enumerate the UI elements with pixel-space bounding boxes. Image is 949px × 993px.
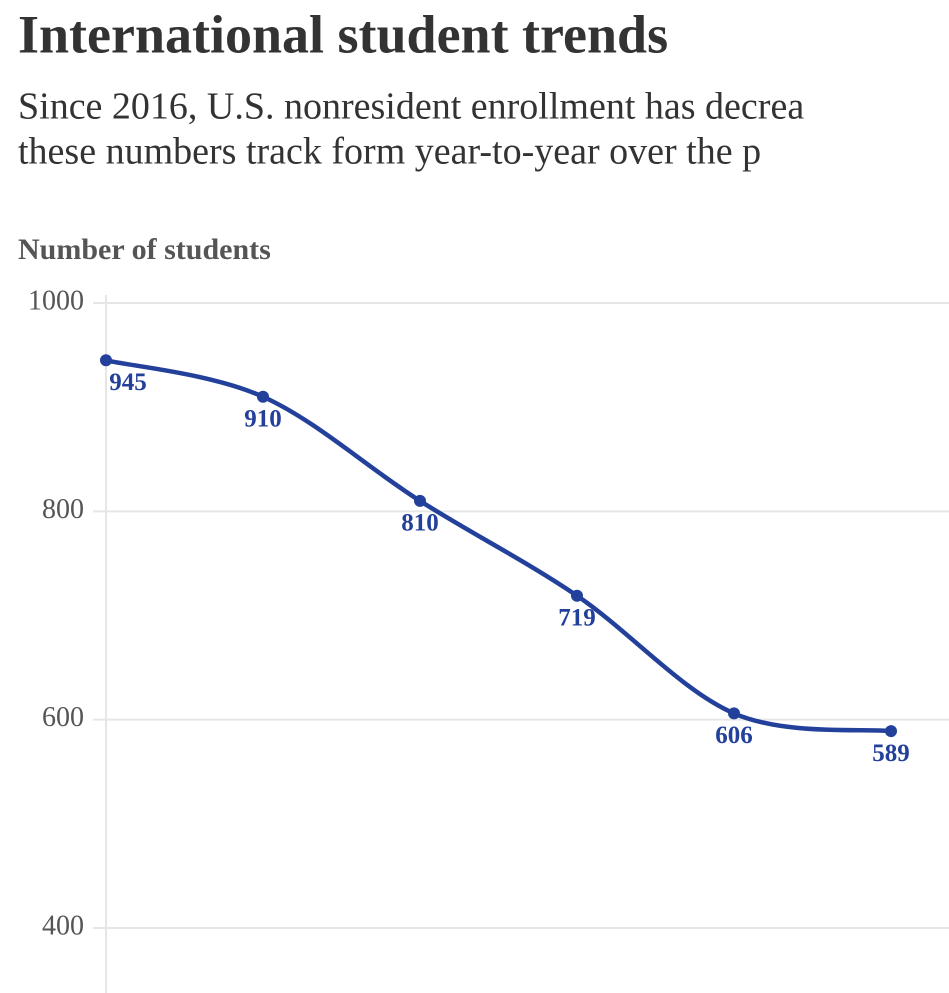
data-label: 945	[109, 369, 147, 396]
y-tick-label: 1000	[28, 285, 84, 316]
chart-subtitle: these numbers track form year-to-year ov…	[18, 131, 761, 173]
data-label: 606	[715, 722, 753, 749]
y-tick-label: 800	[42, 494, 84, 525]
point	[571, 589, 583, 602]
point	[885, 725, 897, 738]
data-label: 910	[244, 405, 282, 432]
y-tick-label: 400	[42, 910, 84, 941]
chart-subtitle: Since 2016, U.S. nonresident enrollment …	[18, 86, 804, 128]
chart-title: International student trends	[18, 4, 668, 64]
point	[100, 354, 112, 367]
line	[105, 358, 892, 734]
data-label: 589	[872, 740, 910, 767]
point	[728, 707, 740, 720]
point	[257, 390, 269, 403]
y-axis-title: Number of students	[18, 233, 271, 266]
data-label: 810	[401, 510, 439, 537]
point	[414, 494, 426, 507]
y-tick-label: 600	[42, 702, 84, 733]
data-label: 719	[558, 604, 596, 631]
